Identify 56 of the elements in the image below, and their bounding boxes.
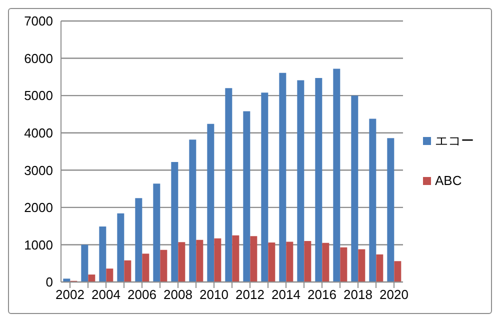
y-tick-label: 4000 <box>24 125 53 140</box>
x-tick-label: 2012 <box>236 287 264 302</box>
bar <box>171 162 178 282</box>
bar <box>243 111 250 282</box>
bar <box>304 240 312 282</box>
bar <box>351 96 358 282</box>
bar <box>214 238 222 282</box>
bar <box>88 274 96 282</box>
bar <box>99 226 106 282</box>
bar <box>286 242 294 282</box>
y-tick-label: 0 <box>46 274 53 290</box>
y-tick-label: 5000 <box>24 88 53 104</box>
bar <box>333 68 340 282</box>
bar <box>376 254 384 282</box>
bar <box>124 260 132 282</box>
bar <box>250 236 258 282</box>
y-tick-label: 2000 <box>24 200 53 216</box>
bar <box>81 244 88 282</box>
x-tick-label: 2016 <box>308 287 336 302</box>
bar <box>106 268 114 282</box>
bar <box>358 249 366 282</box>
bar <box>142 254 150 282</box>
x-tick-label: 2006 <box>128 287 156 302</box>
y-tick-label: 1000 <box>24 237 53 252</box>
bar <box>196 240 204 282</box>
x-tick-label: 2020 <box>380 287 408 302</box>
x-tick-label: 2008 <box>164 287 192 302</box>
bar <box>394 261 402 282</box>
x-tick-label: 2010 <box>200 287 228 302</box>
bar <box>117 213 124 282</box>
bar <box>322 242 330 282</box>
bar <box>189 140 196 282</box>
bar <box>315 78 322 282</box>
bar <box>340 247 348 282</box>
bar <box>369 118 376 282</box>
bar <box>160 250 168 282</box>
bar <box>232 235 240 282</box>
y-tick-label: 7000 <box>24 14 53 29</box>
x-tick-label: 2014 <box>272 287 300 302</box>
bar <box>387 138 394 282</box>
y-tick-label: 3000 <box>24 162 53 178</box>
x-tick-label: 2004 <box>92 287 120 302</box>
bar <box>178 242 186 282</box>
legend-label: ABC <box>435 172 462 188</box>
bar <box>153 184 160 282</box>
bar <box>225 88 232 282</box>
x-tick-label: 2002 <box>56 287 84 302</box>
x-tick-label: 2018 <box>344 287 372 302</box>
bar <box>297 80 304 282</box>
bar <box>261 92 268 282</box>
bar <box>279 72 286 282</box>
bar <box>268 242 276 282</box>
y-tick-label: 6000 <box>24 50 53 66</box>
bar <box>135 198 142 282</box>
bar <box>207 124 214 282</box>
legend-label: エコー <box>435 132 474 148</box>
